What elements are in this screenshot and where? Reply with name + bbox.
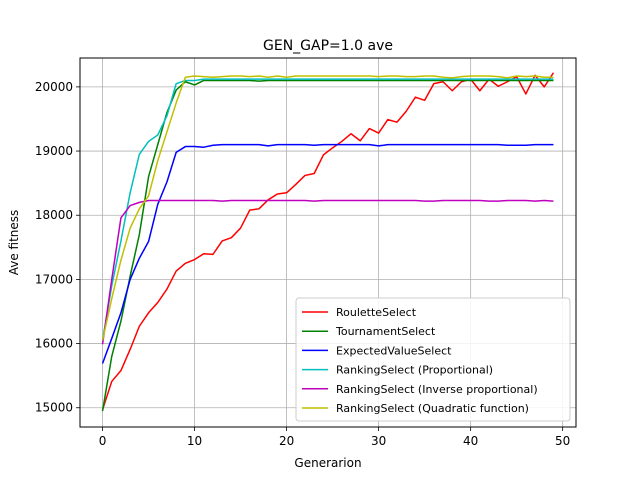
x-tick-label: 10	[187, 434, 202, 448]
y-tick-label: 19000	[35, 144, 73, 158]
x-tick-label: 50	[555, 434, 570, 448]
legend-box	[295, 297, 571, 422]
y-tick-label: 15000	[35, 401, 73, 415]
x-tick-label: 40	[463, 434, 478, 448]
x-tick-label: 20	[279, 434, 294, 448]
series-line-4	[101, 199, 554, 345]
legend-label: TournamentSelect	[335, 325, 436, 338]
plot-frame	[79, 57, 577, 428]
series-line-2	[101, 143, 554, 364]
legend-label: RouletteSelect	[336, 306, 417, 319]
y-tick-label: 18000	[35, 208, 73, 222]
chart-title: GEN_GAP=1.0 ave	[263, 38, 393, 54]
legend-label: RankingSelect (Inverse proportional)	[336, 383, 538, 396]
y-axis: 15000 16000 17000 18000 19000 20000	[35, 80, 80, 415]
x-axis-label: Generarion	[294, 456, 361, 470]
series-layer	[101, 72, 555, 412]
legend-label: ExpectedValueSelect	[336, 344, 452, 357]
x-tick-label: 30	[371, 434, 386, 448]
y-axis-label: Ave fitness	[7, 210, 21, 276]
legend-label: RankingSelect (Quadratic function)	[336, 402, 529, 415]
legend: RouletteSelect TournamentSelect ExpectedVa…	[295, 297, 571, 422]
series-line-0	[101, 72, 555, 410]
y-tick-label: 16000	[35, 337, 73, 351]
legend-label: RankingSelect (Proportional)	[336, 364, 493, 377]
series-line-3	[101, 78, 554, 341]
y-tick-label: 17000	[35, 272, 73, 286]
x-tick-label: 0	[99, 434, 107, 448]
x-axis: 0 10 20 30 40 50	[99, 427, 570, 448]
series-line-1	[101, 79, 554, 412]
series-line-5	[101, 75, 554, 341]
y-tick-label: 20000	[35, 80, 73, 94]
